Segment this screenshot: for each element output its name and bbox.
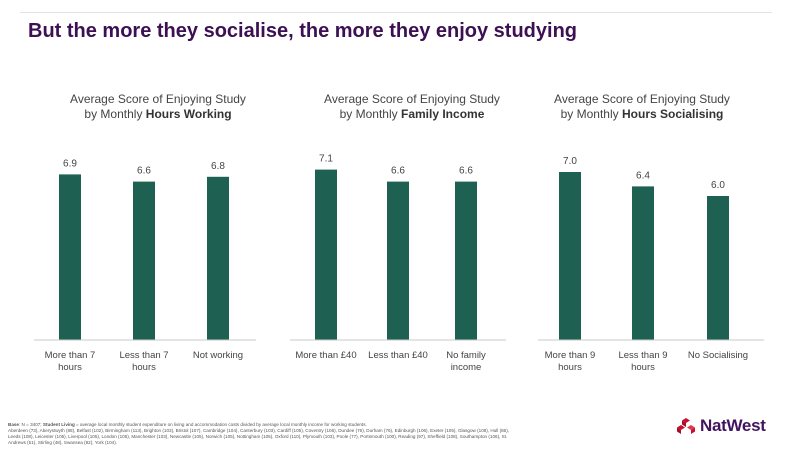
footnote-towns-line3: Andrews (51), Stirling (48), Swansea (92…: [8, 440, 118, 445]
chart-title-bold: Hours Socialising: [622, 107, 724, 121]
category-label: More than 7: [45, 350, 96, 361]
footnote-living-label: Student Living: [42, 422, 75, 427]
data-label: 6.6: [391, 166, 405, 177]
footnote-towns-line2: Leeds (108), Leicester (105), Liverpool …: [8, 434, 508, 439]
chart-title-line1: Average Score of Enjoying Study: [324, 92, 500, 106]
natwest-logo: NatWest: [676, 416, 766, 436]
footnote: Base: N = 3407; Student Living = average…: [8, 422, 648, 446]
bar: [315, 169, 337, 340]
category-label: Less than 7: [119, 350, 168, 361]
category-label: More than 9: [545, 350, 596, 361]
footnote-base-text: : N = 3407;: [18, 422, 42, 427]
category-label: Less than £40: [368, 350, 428, 361]
category-label: income: [451, 362, 482, 373]
chart-title-family-income: Average Score of Enjoying Study by Month…: [292, 92, 532, 122]
chart-title-line2: by Monthly Hours Socialising: [522, 107, 762, 122]
chart-title-line2: by Monthly Hours Working: [38, 107, 278, 122]
chart-title-line1: Average Score of Enjoying Study: [554, 92, 730, 106]
data-label: 6.8: [211, 161, 225, 172]
chart-title-line2: by Monthly Family Income: [292, 107, 532, 122]
footnote-living-text: = average local monthly student expendit…: [74, 422, 367, 427]
natwest-cubes-icon: [677, 418, 695, 434]
bar: [559, 172, 581, 340]
chart-title-line1: Average Score of Enjoying Study: [70, 92, 246, 106]
category-label: hours: [631, 362, 655, 373]
category-label: More than £40: [295, 350, 356, 361]
bar: [707, 196, 729, 340]
category-label: hours: [132, 362, 156, 373]
brand-name: NatWest: [700, 416, 766, 435]
chart-title-bold: Hours Working: [145, 107, 232, 121]
bar: [133, 181, 155, 340]
category-label: hours: [58, 362, 82, 373]
footnote-base-label: Base: [8, 422, 19, 427]
chart-title-hours-working: Average Score of Enjoying Study by Month…: [38, 92, 278, 122]
category-label: No family: [446, 350, 486, 361]
bar: [207, 176, 229, 340]
bar: [387, 181, 409, 340]
footnote-towns-line1: Aberdeen (73), Aberystwyth (88), Belfast…: [8, 428, 510, 433]
bar: [632, 186, 654, 340]
slide-title: But the more they socialise, the more th…: [28, 20, 578, 42]
data-label: 7.1: [319, 154, 333, 165]
chart-title-prefix: by Monthly: [84, 107, 143, 121]
top-rule: [20, 12, 772, 13]
category-label: Less than 9: [618, 350, 667, 361]
data-label: 7.0: [563, 156, 577, 167]
chart-title-hours-socialising: Average Score of Enjoying Study by Month…: [522, 92, 762, 122]
data-label: 6.9: [63, 158, 77, 169]
category-label: Not working: [193, 350, 243, 361]
footnote-base-line: Base: N = 3407; Student Living = average…: [8, 422, 648, 428]
data-label: 6.0: [711, 180, 725, 191]
bar: [59, 174, 81, 340]
data-label: 6.4: [636, 170, 650, 181]
data-label: 6.6: [459, 166, 473, 177]
category-label: hours: [558, 362, 582, 373]
data-label: 6.6: [137, 166, 151, 177]
bar: [455, 181, 477, 340]
chart-title-prefix: by Monthly: [560, 107, 619, 121]
chart-title-prefix: by Monthly: [339, 107, 398, 121]
chart-title-bold: Family Income: [401, 107, 485, 121]
category-label: No Socialising: [688, 350, 748, 361]
